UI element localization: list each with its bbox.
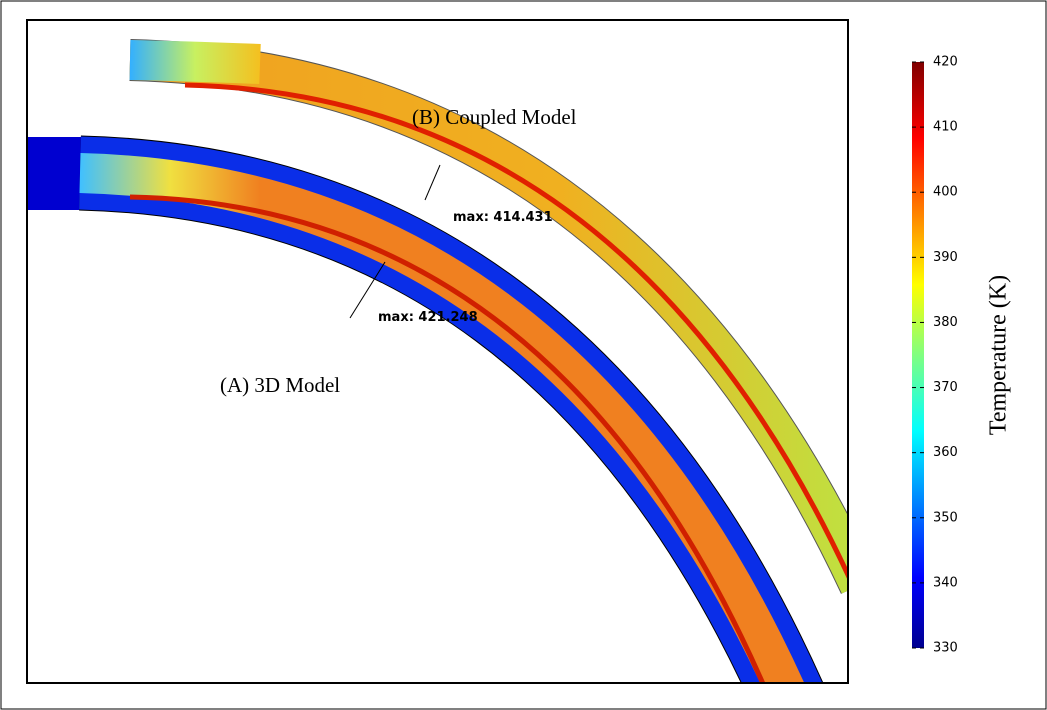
label-b: (B) Coupled Model bbox=[412, 105, 577, 129]
colorbar-tick-label: 380 bbox=[933, 315, 958, 330]
colorbar-tick-label: 400 bbox=[933, 185, 958, 200]
probe-line-a bbox=[349, 261, 386, 319]
colorbar-tick-label: 330 bbox=[933, 641, 958, 656]
colorbar-tick-label: 370 bbox=[933, 380, 958, 395]
colorbar-tick-label: 350 bbox=[933, 510, 958, 525]
field-plot bbox=[27, 39, 848, 683]
band-a-core bbox=[79, 153, 805, 683]
plot-frame bbox=[26, 19, 849, 684]
colorbar-tick-label: 410 bbox=[933, 120, 958, 135]
colorbar-tick-label: 390 bbox=[933, 250, 958, 265]
probe-line-b bbox=[424, 164, 441, 201]
colorbar-tick-label: 420 bbox=[933, 55, 958, 70]
max-annotation-a: max: 421.248 bbox=[378, 310, 478, 325]
band-b bbox=[129, 40, 848, 594]
colorbar bbox=[912, 62, 924, 648]
inlet-block bbox=[27, 137, 82, 210]
band-b-hot bbox=[184, 82, 848, 581]
label-a: (A) 3D Model bbox=[220, 373, 340, 397]
band-a-hot bbox=[129, 194, 766, 683]
colorbar-tick-label: 360 bbox=[933, 445, 958, 460]
band-b-inlet bbox=[129, 40, 261, 84]
max-annotation-b: max: 414.431 bbox=[453, 210, 553, 225]
colorbar-tick-label: 340 bbox=[933, 575, 958, 590]
colorbar-title: Temperature (K) bbox=[986, 275, 1012, 435]
